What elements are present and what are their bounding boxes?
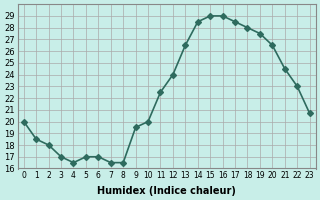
X-axis label: Humidex (Indice chaleur): Humidex (Indice chaleur) xyxy=(97,186,236,196)
